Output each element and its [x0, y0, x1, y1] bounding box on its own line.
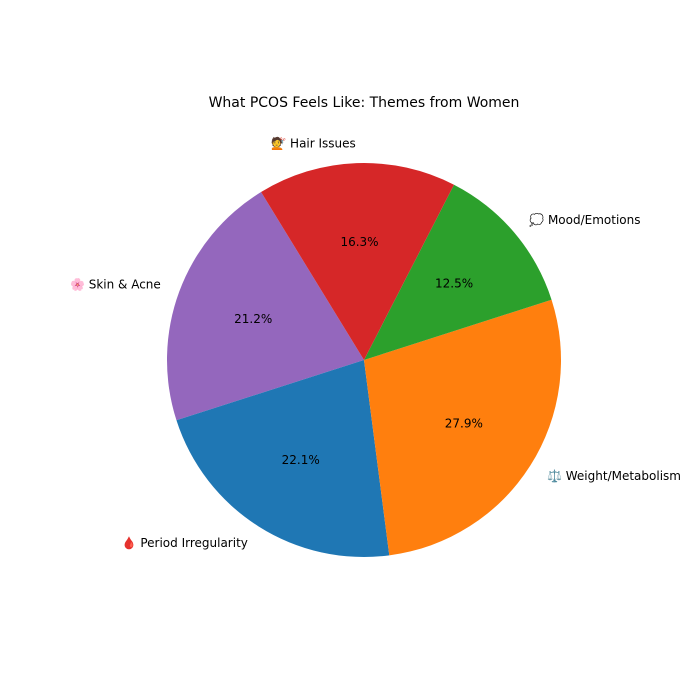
- pie-slice-percent-0: 21.2%: [234, 312, 272, 326]
- pie-slice-1: [176, 360, 390, 558]
- pie-slice-label-3: 💭 Mood/Emotions: [529, 212, 640, 227]
- pie-slice-label-2: ⚖️ Weight/Metabolism: [547, 469, 681, 483]
- pie-slice-percent-4: 16.3%: [340, 235, 378, 249]
- pie-slice-3: [364, 184, 552, 360]
- chart-title: What PCOS Feels Like: Themes from Women: [209, 95, 520, 111]
- pie-labels: 21.2% 🌸 Skin & Acne 22.1% 🩸 Period Irregula…: [70, 136, 681, 551]
- pie-slice-percent-2: 27.9%: [445, 416, 483, 430]
- pie-slice-4: [261, 162, 454, 360]
- pie-slice-label-4: 💇 Hair Issues: [271, 136, 356, 151]
- pie-wedges: [166, 162, 562, 558]
- pie-slice-label-0: 🌸 Skin & Acne: [70, 278, 161, 292]
- pie-slice-percent-3: 12.5%: [435, 277, 473, 291]
- pie-slice-percent-1: 22.1%: [282, 453, 320, 467]
- pie-slice-label-1: 🩸 Period Irregularity: [122, 536, 248, 550]
- pie-slice-2: [364, 299, 562, 556]
- pie-slice-0: [166, 192, 364, 421]
